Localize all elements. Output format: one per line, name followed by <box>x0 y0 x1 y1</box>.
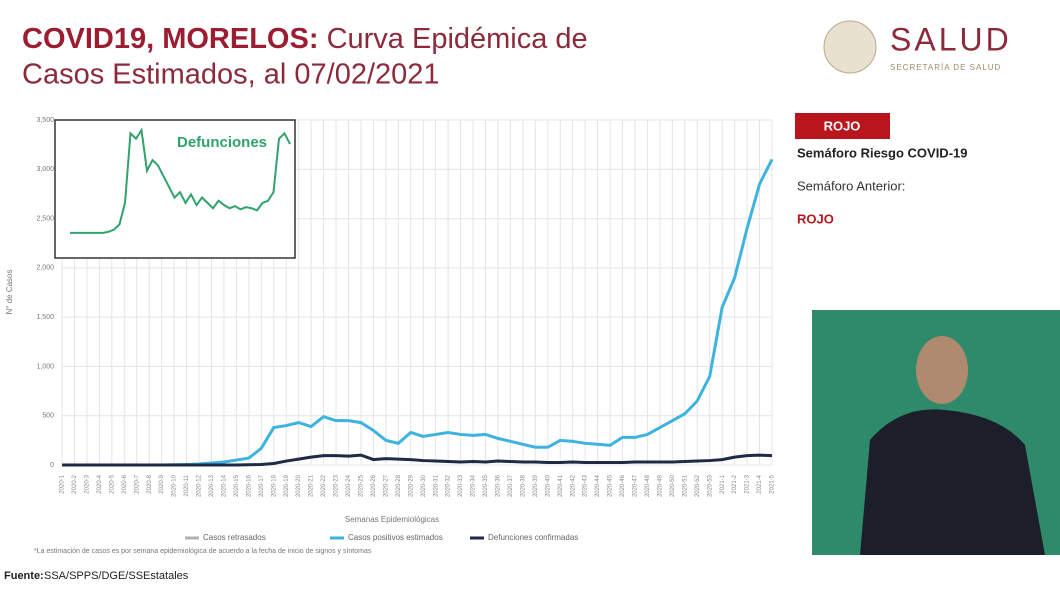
legend-label: Defunciones confirmadas <box>488 533 578 542</box>
risk: Semáforo Riesgo COVID-19 <box>797 145 968 160</box>
x-tick-label: 2021-3 <box>745 474 751 493</box>
x-tick-label: 2020-21 <box>309 474 315 497</box>
x-tick-label: 2020-7 <box>134 474 140 493</box>
x-tick-label: 2020-44 <box>595 474 601 497</box>
inset-chart: Defunciones <box>54 119 296 259</box>
title-bold: COVID19, MORELOS: <box>22 23 319 55</box>
x-tick-label: 2020-6 <box>122 474 128 493</box>
previous-value: ROJO <box>797 211 834 226</box>
x-tick-label: 2020-30 <box>421 474 427 497</box>
x-tick-label: 2020-14 <box>222 474 228 497</box>
logo: SALUD <box>890 21 1012 57</box>
x-tick-label: 2020-46 <box>620 474 626 497</box>
note: *La estimación de casos es por semana ep… <box>34 548 372 555</box>
x-tick-label: 2020-45 <box>608 474 614 497</box>
y-tick-label: 1,500 <box>36 314 54 321</box>
title-rest: Curva Epidémica de <box>327 23 588 55</box>
series-line <box>62 453 773 467</box>
x-tick-label: 2020-25 <box>359 474 365 497</box>
inset-frame <box>54 119 296 259</box>
x-tick-label: 2020-40 <box>545 474 551 497</box>
y-tick-label: 500 <box>42 413 54 420</box>
y-tick-label: 2,500 <box>36 215 54 222</box>
y-tick-label: 3,000 <box>36 166 54 173</box>
logo-sub: SECRETARÍA DE SALUD <box>890 63 1001 72</box>
x-tick-label: 2020-18 <box>271 474 277 497</box>
x-tick-label: 2020-37 <box>508 474 514 497</box>
x-tick-label: 2020-10 <box>172 474 178 497</box>
interpreter-head <box>916 336 968 404</box>
x-axis-label: Semanas Epidemiológicas <box>345 515 439 524</box>
x-tick-label: 2020-43 <box>583 474 589 497</box>
x-tick-label: 2020-12 <box>197 474 203 497</box>
x-tick-label: 2020-28 <box>396 474 402 497</box>
x-tick-label: 2020-42 <box>570 474 576 497</box>
x-tick-label: 2020-49 <box>657 474 663 497</box>
x-tick-label: 2020-52 <box>695 474 701 497</box>
x-tick-label: 2021-4 <box>757 474 763 493</box>
badge <box>795 113 890 139</box>
x-tick-label: 2020-38 <box>520 474 526 497</box>
y-axis-label: N° de Casos <box>5 270 14 315</box>
x-tick-label: 2020-19 <box>284 474 290 497</box>
x-tick-label: 2021-1 <box>720 474 726 493</box>
x-tick-label: 2020-8 <box>147 474 153 493</box>
x-tick-label: 2020-50 <box>670 474 676 497</box>
x-tick-label: 2020-41 <box>558 474 564 497</box>
x-tick-label: 2020-23 <box>334 474 340 497</box>
x-tick-label: 2020-29 <box>408 474 414 497</box>
y-tick-label: 1,000 <box>36 363 54 370</box>
x-tick-label: 2020-1 <box>60 474 66 493</box>
legend-label: Casos positivos estimados <box>348 533 443 542</box>
x-tick-label: 2020-32 <box>446 474 452 497</box>
main-chart: 0 500 1,000 1,500 2,000 2,500 3,000 3,500 2020-1… <box>5 117 775 555</box>
footer-source: SSA/SPPS/DGE/SSEstatales <box>44 570 189 582</box>
legend-label: Casos retrasados <box>203 533 266 542</box>
title: COVID19, MORELOS: Curva Epidémica de <box>22 23 588 55</box>
interpreter-body <box>860 409 1045 555</box>
x-tick-label: 2020-53 <box>707 474 713 497</box>
previous: Semáforo Anterior: <box>797 178 905 193</box>
x-tick-label: 2020-31 <box>433 474 439 497</box>
x-tick-label: 2020-5 <box>109 474 115 493</box>
x-tick-label: 2020-47 <box>633 474 639 497</box>
logo-emblem <box>823 20 877 74</box>
x-tick-label: 2020-34 <box>471 474 477 497</box>
x-tick-label: 2020-16 <box>246 474 252 497</box>
x-tick-label: 2020-48 <box>645 474 651 497</box>
title-line2: Casos Estimados, al 07/02/2021 <box>22 59 440 91</box>
x-tick-label: 2020-33 <box>458 474 464 497</box>
x-tick-label: 2020-13 <box>209 474 215 497</box>
x-tick-label: 2020-9 <box>159 474 165 493</box>
x-tick-label: 2020-39 <box>533 474 539 497</box>
x-tick-label: 2021-5 <box>770 474 776 493</box>
inset-title: Defunciones <box>177 134 267 151</box>
x-tick-label: 2020-26 <box>371 474 377 497</box>
x-tick-label: 2020-51 <box>682 474 688 497</box>
x-tick-label: 2020-35 <box>483 474 489 497</box>
y-tick-label: 2,000 <box>36 265 54 272</box>
y-tick-label: 0 <box>50 462 54 469</box>
y-tick-label: 3,500 <box>36 117 54 124</box>
footer-label: Fuente: <box>4 570 44 582</box>
series-line <box>70 127 291 234</box>
x-tick-label: 2020-27 <box>383 474 389 497</box>
x-tick-label: 2021-2 <box>732 474 738 493</box>
x-tick-label: 2020-4 <box>97 474 103 493</box>
x-tick-label: 2020-15 <box>234 474 240 497</box>
x-tick-label: 2020-20 <box>296 474 302 497</box>
x-tick-label: 2020-17 <box>259 474 265 497</box>
x-tick-label: 2020-3 <box>84 474 90 493</box>
x-tick-label: 2020-2 <box>72 474 78 493</box>
badge-text: ROJO <box>824 118 861 133</box>
x-tick-label: 2020-36 <box>496 474 502 497</box>
x-tick-label: 2020-11 <box>184 474 190 496</box>
x-tick-label: 2020-24 <box>346 474 352 497</box>
x-tick-label: 2020-22 <box>321 474 327 497</box>
